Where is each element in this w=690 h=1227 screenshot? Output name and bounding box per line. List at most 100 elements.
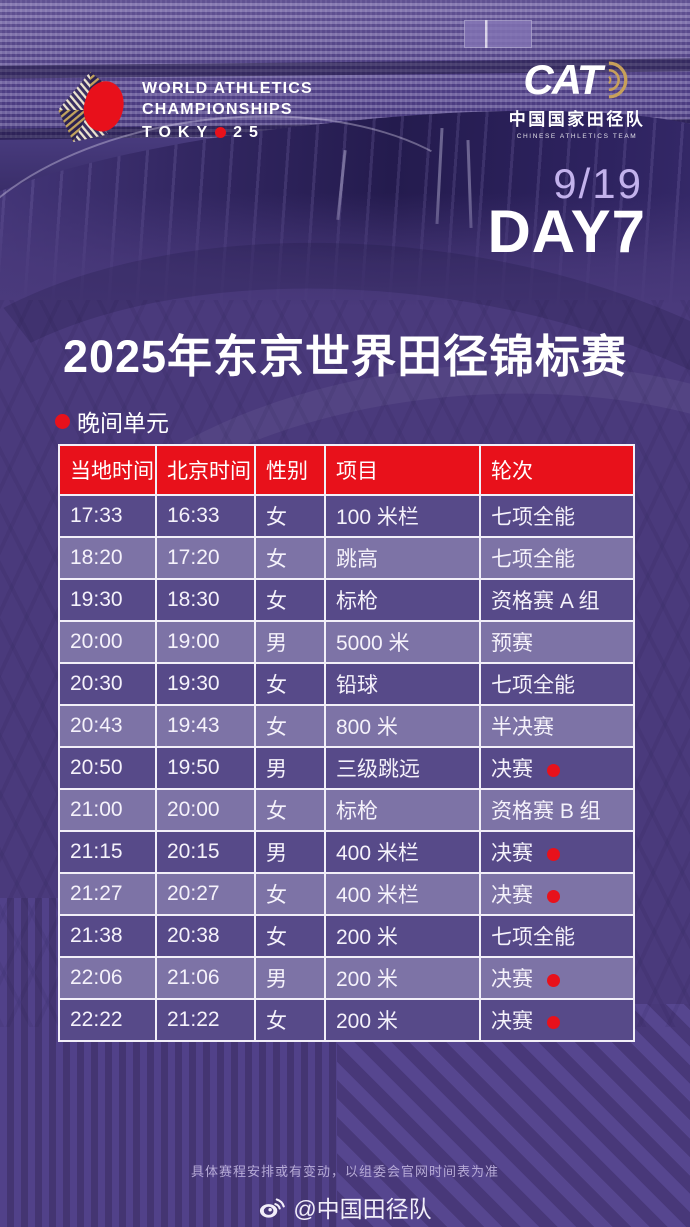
table-header-row: 当地时间 北京时间 性别 项目 轮次: [58, 444, 635, 496]
schedule-table-body: 17:33 16:33 女 100 米栏 七项全能 18:20 17:20 女跳高 七项全能 19…: [58, 494, 635, 1042]
table-cell: 21:15: [58, 830, 157, 874]
table-row: 18:20 17:20 女跳高 七项全能: [58, 536, 635, 580]
stadium-photo: [0, 0, 690, 308]
table-cell-round: 决赛: [479, 746, 635, 790]
table-cell: 21:27: [58, 872, 157, 916]
table-cell-round: 七项全能: [479, 536, 635, 580]
table-cell: 男: [254, 620, 326, 664]
table-cell: 三级跳远: [324, 746, 481, 790]
table-cell: 女: [254, 998, 326, 1042]
medal-dot-icon: [547, 764, 560, 777]
table-cell: 20:43: [58, 704, 157, 748]
table-cell: 5000 米: [324, 620, 481, 664]
table-row: 21:27 20:27 女 400 米栏 决赛: [58, 872, 635, 916]
table-cell: 400 米栏: [324, 830, 481, 874]
table-cell: 19:00: [155, 620, 256, 664]
table-cell: 男: [254, 956, 326, 1000]
table-cell: 女: [254, 788, 326, 832]
date-label: 9/19: [553, 160, 643, 207]
table-cell: 18:30: [155, 578, 256, 622]
table-row: 19:30 18:30 女标枪 资格赛 A 组: [58, 578, 635, 622]
session-label: 晚间单元: [55, 404, 169, 438]
table-cell: 女: [254, 704, 326, 748]
table-cell: 17:33: [58, 494, 157, 538]
round-text: 预赛: [491, 632, 533, 655]
table-row: 21:00 20:00 女标枪 资格赛 B 组: [58, 788, 635, 832]
table-cell: 女: [254, 662, 326, 706]
table-row: 20:50 19:50 男三级跳远 决赛: [58, 746, 635, 790]
round-text: 半决赛: [491, 716, 554, 739]
table-row: 20:43 19:43 女 800 米半决赛: [58, 704, 635, 748]
table-cell-round: 决赛: [479, 998, 635, 1042]
world-athletics-logo-mark: [58, 72, 124, 142]
table-cell: 18:20: [58, 536, 157, 580]
session-text: 晚间单元: [77, 410, 169, 436]
table-row: 21:38 20:38 女 200 米七项全能: [58, 914, 635, 958]
weibo-credit: @中国田径队: [0, 1190, 690, 1224]
disclaimer-text: 具体赛程安排或有变动，以组委会官网时间表为准: [190, 1164, 499, 1179]
table-cell: 男: [254, 830, 326, 874]
day-label: DAY7: [487, 198, 646, 265]
column-header: 性别: [254, 444, 326, 496]
table-cell: 标枪: [324, 788, 481, 832]
cat-logo-name-cn: 中国国家田径队: [508, 110, 646, 129]
medal-dot-icon: [547, 1016, 560, 1029]
table-cell: 21:00: [58, 788, 157, 832]
table-cell: 20:50: [58, 746, 157, 790]
round-text: 七项全能: [491, 506, 575, 529]
table-cell: 200 米: [324, 998, 481, 1042]
table-cell: 女: [254, 536, 326, 580]
table-cell-round: 七项全能: [479, 494, 635, 538]
table-cell: 跳高: [324, 536, 481, 580]
column-header: 北京时间: [155, 444, 256, 496]
round-text: 决赛: [491, 1010, 533, 1033]
table-cell: 22:22: [58, 998, 157, 1042]
column-header: 当地时间: [58, 444, 157, 496]
table-cell-round: 七项全能: [479, 662, 635, 706]
table-row: 20:00 19:00 男 5000 米预赛: [58, 620, 635, 664]
cat-logo-name-en: CHINESE ATHLETICS TEAM: [516, 133, 638, 140]
round-text: 决赛: [491, 842, 533, 865]
table-cell-round: 半决赛: [479, 704, 635, 748]
table-cell-round: 预赛: [479, 620, 635, 664]
round-text: 决赛: [491, 884, 533, 907]
table-cell: 19:30: [155, 662, 256, 706]
bullet-dot-icon: [55, 413, 70, 429]
medal-dot-icon: [547, 890, 560, 903]
table-cell: 20:38: [155, 914, 256, 958]
table-cell: 女: [254, 578, 326, 622]
cat-arcs-icon: [607, 61, 628, 99]
table-cell: 200 米: [324, 956, 481, 1000]
stadium-scoreboard: [464, 20, 532, 48]
table-cell: 200 米: [324, 914, 481, 958]
table-cell: 女: [254, 914, 326, 958]
table-cell: 21:06: [155, 956, 256, 1000]
table-cell: 标枪: [324, 578, 481, 622]
round-text: 决赛: [491, 758, 533, 781]
table-cell: 女: [254, 872, 326, 916]
wa-logo-tokyo-suffix: 25: [233, 124, 265, 141]
schedule-table: 当地时间 北京时间 性别 项目 轮次 17:33 16:33 女 100 米栏 七项全能 18:2…: [58, 444, 635, 1042]
table-row: 21:15 20:15 男 400 米栏 决赛: [58, 830, 635, 874]
table-cell: 100 米栏: [324, 494, 481, 538]
table-row: 20:30 19:30 女铅球 七项全能: [58, 662, 635, 706]
table-cell: 20:27: [155, 872, 256, 916]
wa-logo-line1: WORLD ATHLETICS: [142, 80, 313, 97]
wa-logo-tokyo-prefix: TOKY: [142, 124, 215, 141]
tokyo-dot-icon: [215, 127, 227, 138]
round-text: 七项全能: [491, 674, 575, 697]
cat-logo: CAT 中国国家田径队 CHINESE ATHLETICS TEAM: [502, 58, 652, 141]
table-cell: 19:30: [58, 578, 157, 622]
table-cell: 20:30: [58, 662, 157, 706]
round-text: 七项全能: [491, 548, 575, 571]
table-cell-round: 决赛: [479, 872, 635, 916]
table-cell: 20:15: [155, 830, 256, 874]
table-cell-round: 决赛: [479, 956, 635, 1000]
table-cell-round: 资格赛 A 组: [479, 578, 635, 622]
table-cell: 男: [254, 746, 326, 790]
wa-logo-line2: CHAMPIONSHIPS: [142, 101, 293, 118]
wa-logo-tokyo-line: TOKY 25: [142, 122, 313, 143]
medal-dot-icon: [547, 848, 560, 861]
table-cell-round: 决赛: [479, 830, 635, 874]
table-row: 22:06 21:06 男 200 米决赛: [58, 956, 635, 1000]
